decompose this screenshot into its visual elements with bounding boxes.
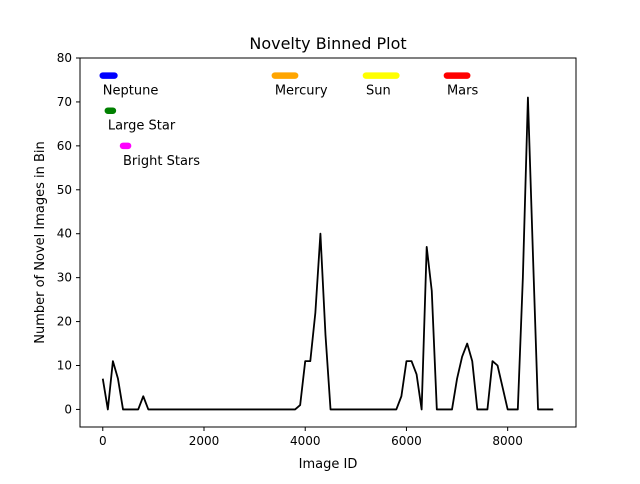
annotation-label: Mars (447, 84, 479, 99)
y-tick-label: 70 (57, 95, 72, 109)
annotation-label: Large Star (108, 119, 176, 134)
series-line (101, 96, 554, 411)
chart-title: Novelty Binned Plot (249, 34, 406, 53)
annotation-label: Bright Stars (123, 154, 200, 169)
x-tick-label: 0 (99, 434, 107, 448)
y-tick-label: 10 (57, 359, 72, 373)
plot-frame (79, 57, 577, 428)
annotations-layer: Neptune Large Star Bright Stars Mercury Sun M… (99, 72, 479, 169)
y-tick-label: 0 (64, 402, 72, 416)
y-tick-label: 20 (57, 315, 72, 329)
x-tick-label: 6000 (391, 434, 422, 448)
y-axis-label: Number of Novel Images in Bin (33, 141, 48, 344)
y-tick-label: 60 (57, 139, 72, 153)
x-tick-label: 2000 (189, 434, 220, 448)
y-tick-label: 80 (57, 51, 72, 65)
x-tick-label: 8000 (492, 434, 523, 448)
y-tick-label: 30 (57, 271, 72, 285)
x-tick-label: 4000 (290, 434, 321, 448)
series-layer (101, 96, 554, 411)
annotation-label: Mercury (275, 84, 328, 99)
annotation-label: Sun (366, 84, 391, 99)
x-axis-label: Image ID (299, 457, 358, 472)
ticks-layer: 0 2000 4000 6000 8000 0 10 20 30 40 50 60 70 80 (57, 51, 523, 448)
annotation-label: Neptune (103, 84, 159, 99)
y-tick-label: 50 (57, 183, 72, 197)
y-tick-label: 40 (57, 227, 72, 241)
